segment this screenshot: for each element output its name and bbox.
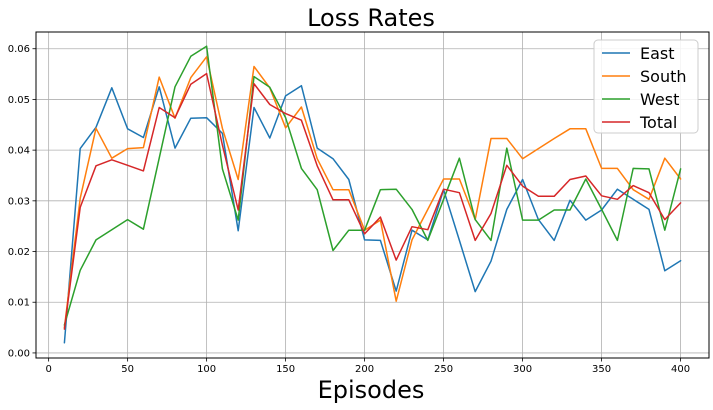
y-tick-label: 0.03 (8, 196, 30, 207)
series-lines (63, 45, 682, 344)
x-tick-label: 200 (355, 364, 374, 375)
legend-label-west: West (640, 90, 679, 109)
x-tick-label: 350 (592, 364, 611, 375)
y-tick-label: 0.04 (8, 146, 30, 157)
y-tick-label: 0.00 (8, 348, 30, 359)
plot-area-frame (35, 31, 710, 359)
series-line-south (63, 56, 682, 329)
y-tick-label: 0.02 (8, 247, 30, 258)
x-tick-label: 50 (121, 364, 134, 375)
y-tick-label: 0.05 (8, 95, 30, 106)
y-tick-label: 0.01 (8, 298, 30, 309)
x-tick-label: 300 (513, 364, 532, 375)
axis-ticks: 0 50 100 150 200 250 300 350 400 0.00 0.01 0.02 0.03… (8, 44, 690, 375)
chart-title: Loss Rates (307, 4, 435, 32)
legend-label-south: South (640, 67, 687, 86)
legend-label-total: Total (639, 113, 677, 132)
series-line-east (63, 84, 682, 344)
series-line-total (63, 72, 682, 330)
x-tick-label: 100 (197, 364, 216, 375)
x-axis-label: Episodes (318, 376, 425, 404)
x-tick-label: 250 (434, 364, 453, 375)
legend-label-east: East (640, 44, 675, 63)
x-tick-label: 0 (45, 364, 51, 375)
y-tick-label: 0.06 (8, 44, 30, 55)
x-tick-label: 400 (671, 364, 690, 375)
series-line-west (63, 45, 682, 326)
legend: East South West Total (593, 39, 699, 134)
legend-box (593, 39, 699, 134)
x-tick-label: 150 (276, 364, 295, 375)
